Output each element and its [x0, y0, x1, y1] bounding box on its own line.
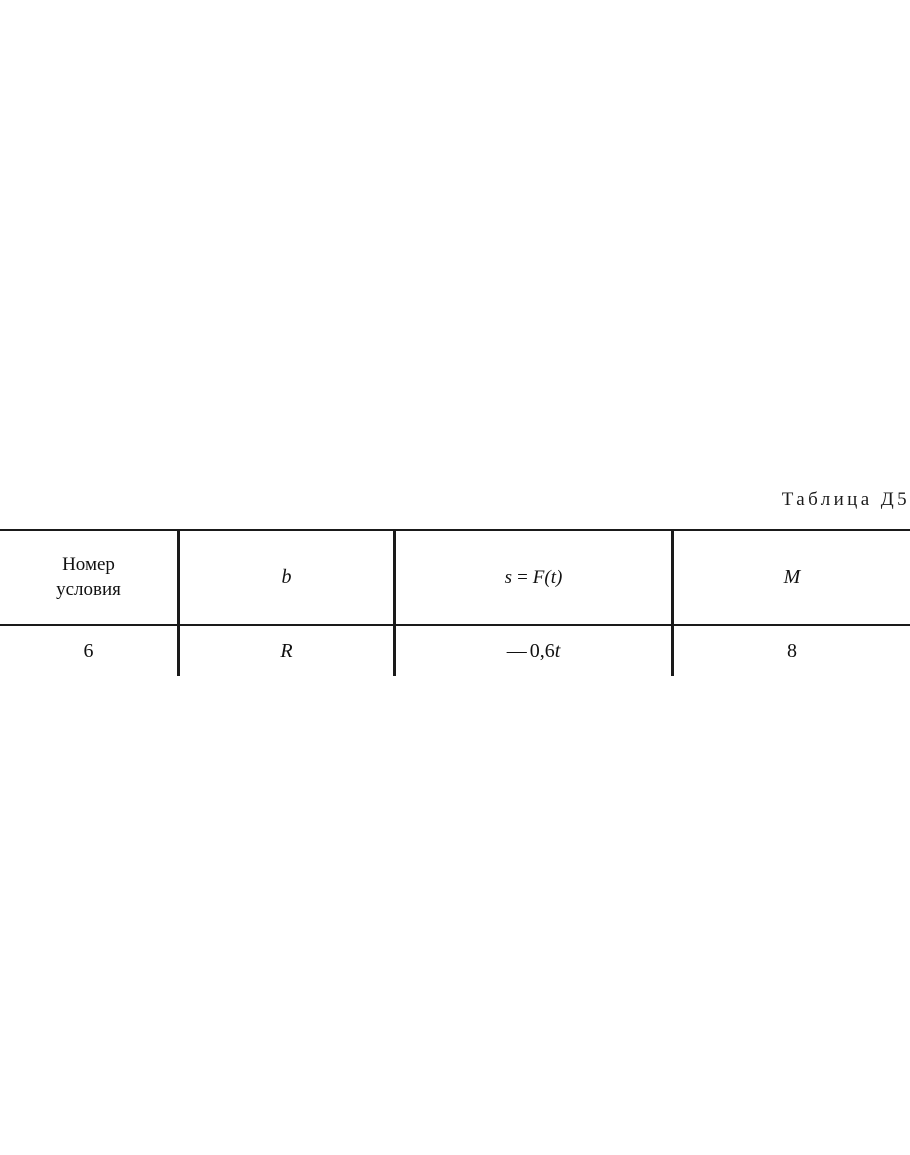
- table-cell-condition-number: 6: [0, 626, 177, 676]
- table-header-cell-m: M: [674, 531, 910, 624]
- header-f-of-t-symbol: F(t): [532, 566, 563, 588]
- value-m: 8: [787, 639, 797, 662]
- table-header-cell-b: b: [180, 531, 393, 624]
- column-divider-3: [671, 530, 674, 676]
- value-b: R: [280, 639, 293, 662]
- header-s-symbol: s: [504, 566, 513, 588]
- value-s-expression: —0,6t: [507, 639, 561, 663]
- table-cell-b: R: [180, 626, 393, 676]
- header-equals-sign: =: [517, 566, 528, 588]
- value-minus-sign: —: [506, 639, 527, 662]
- column-divider-1: [177, 530, 180, 676]
- table-cell-m: 8: [674, 626, 910, 676]
- table-header-cell-s-of-t: s = F(t): [396, 531, 671, 624]
- header-s-equals-f-of-t: s = F(t): [505, 566, 563, 589]
- value-condition-number: 6: [83, 639, 94, 662]
- data-table: Номер условия b s = F(t) M 6 R —0,6t: [0, 529, 910, 677]
- header-condition-number-line2: условия: [56, 578, 121, 600]
- value-s-coefficient: 0,6: [529, 639, 555, 662]
- column-divider-2: [393, 530, 396, 676]
- header-b-symbol: b: [281, 566, 292, 589]
- header-row-separator: [0, 624, 910, 627]
- value-s-variable: t: [554, 639, 561, 662]
- header-condition-number-line1: Номер: [62, 554, 115, 576]
- table-cell-s-of-t: —0,6t: [396, 626, 671, 676]
- table-caption: Таблица Д5: [781, 489, 910, 510]
- table-header-cell-condition-number: Номер условия: [0, 531, 177, 624]
- header-m-symbol: M: [783, 566, 801, 589]
- table-top-border: [0, 529, 910, 532]
